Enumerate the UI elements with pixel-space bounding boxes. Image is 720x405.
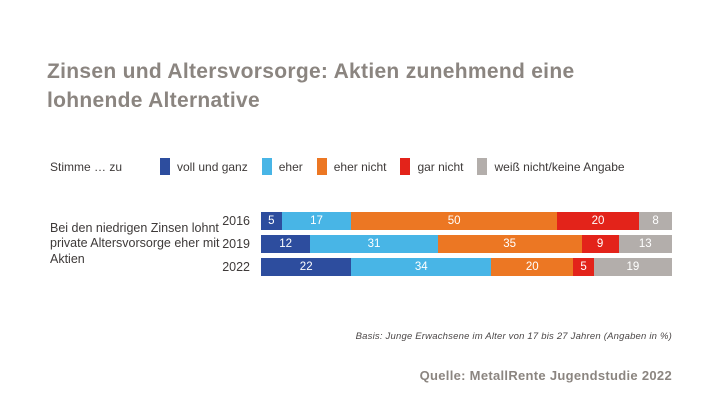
legend-item-label: voll und ganz (177, 159, 248, 174)
legend-swatch (400, 158, 411, 175)
bar-segment: 8 (639, 212, 672, 230)
legend-item: weiß nicht/keine Angabe (477, 158, 625, 175)
bar-row-2019: 2019 12 31 35 9 13 (210, 235, 672, 253)
bar-segment: 34 (351, 258, 492, 276)
footnote: Basis: Junge Erwachsene im Alter von 17 … (355, 331, 672, 342)
legend-swatch (477, 158, 488, 175)
year-label: 2019 (222, 237, 250, 251)
bar-rows: 2016 5 17 50 20 8 2019 12 31 35 9 13 2022 22 34 20 5 19 (210, 212, 672, 281)
stacked-bar: 22 34 20 5 19 (261, 258, 672, 276)
legend-item-label: weiß nicht/keine Angabe (494, 159, 625, 174)
bar-segment: 35 (437, 235, 582, 253)
bar-segment: 50 (351, 212, 557, 230)
legend-item-label: eher (278, 159, 303, 174)
legend-item: gar nicht (400, 158, 463, 175)
legend: Stimme … zu voll und ganz eher eher nicht g… (50, 158, 625, 175)
bar-segment: 31 (310, 235, 438, 253)
bar-segment: 22 (261, 258, 352, 276)
stacked-bar: 12 31 35 9 13 (261, 235, 672, 253)
bar-segment: 12 (261, 235, 311, 253)
bar-segment: 9 (581, 235, 619, 253)
bar-segment: 20 (491, 258, 574, 276)
bar-segment: 19 (593, 258, 672, 276)
stacked-bar: 5 17 50 20 8 (261, 212, 672, 230)
year-label: 2016 (222, 214, 250, 228)
legend-item: eher (261, 158, 303, 175)
legend-prefix: Stimme … zu (50, 159, 123, 174)
legend-item: eher nicht (316, 158, 387, 175)
page-title: Zinsen und Altersvorsorge: Aktien zunehm… (47, 60, 575, 112)
bar-segment: 17 (281, 212, 352, 230)
bar-row-2016: 2016 5 17 50 20 8 (210, 212, 672, 230)
bar-segment: 5 (261, 212, 282, 230)
legend-swatch (316, 158, 327, 175)
bar-segment: 5 (573, 258, 594, 276)
legend-item: voll und ganz (160, 158, 248, 175)
source: Quelle: MetallRente Jugendstudie 2022 (419, 368, 672, 383)
bar-segment: 20 (556, 212, 640, 230)
bar-segment: 13 (618, 235, 672, 253)
legend-swatch (261, 158, 272, 175)
bar-row-2022: 2022 22 34 20 5 19 (210, 258, 672, 276)
legend-item-label: eher nicht (333, 159, 387, 174)
chart-statement: Bei den niedrigen Zinsen lohnt private A… (50, 221, 220, 266)
legend-item-label: gar nicht (417, 159, 464, 174)
legend-swatch (160, 158, 170, 175)
legend-items: voll und ganz eher eher nicht gar nicht weiß… (160, 158, 625, 175)
year-label: 2022 (222, 260, 250, 274)
